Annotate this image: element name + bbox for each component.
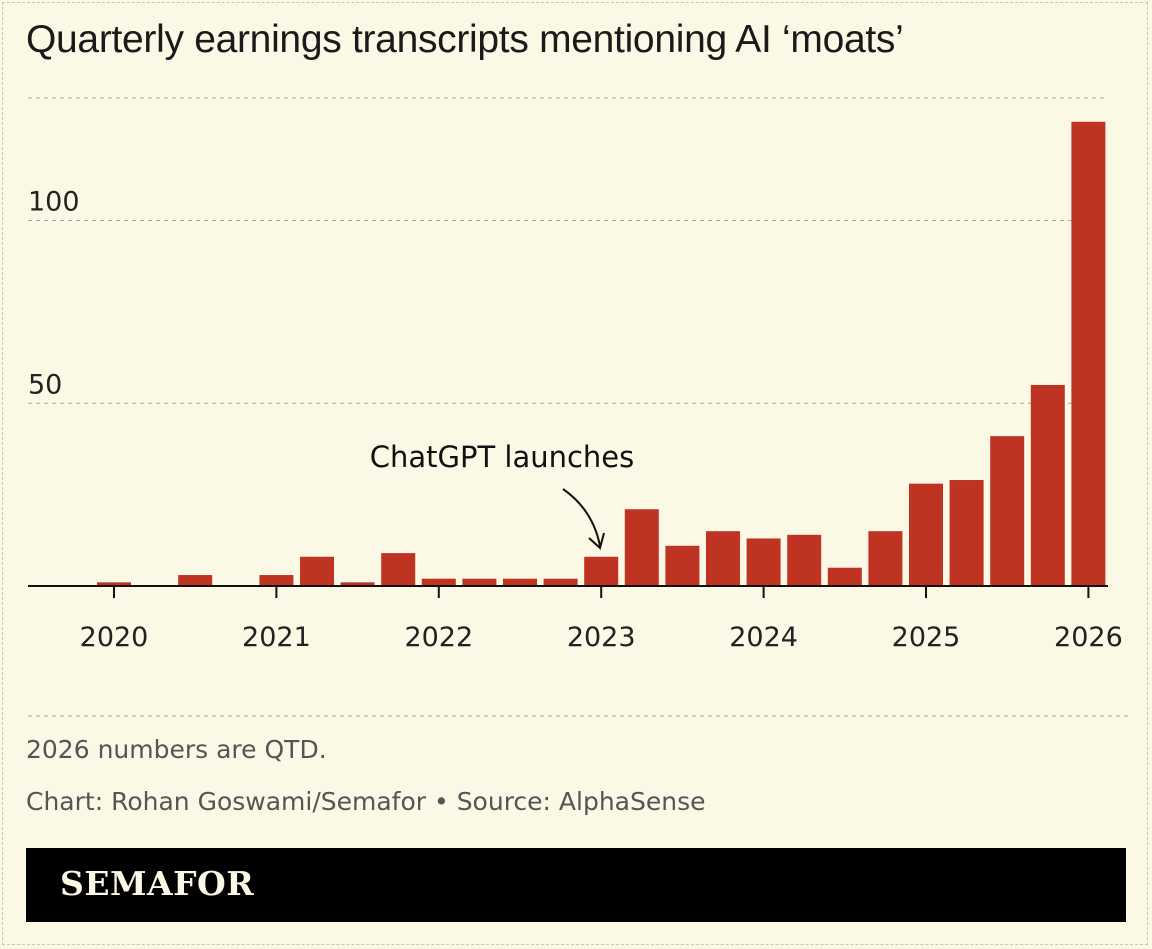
bar-2021-Q4 bbox=[381, 553, 416, 586]
x-tick-label: 2021 bbox=[242, 622, 311, 653]
y-tick-label: 100 bbox=[28, 187, 80, 218]
bar-2024-Q1 bbox=[746, 538, 781, 586]
bar-2021-Q1 bbox=[259, 575, 294, 586]
bar-2022-Q3 bbox=[503, 578, 537, 586]
bar-2021-Q2 bbox=[300, 556, 334, 586]
bar-2022-Q4 bbox=[543, 578, 578, 586]
bar-2023-Q4 bbox=[706, 531, 740, 586]
bar-2020-Q1 bbox=[97, 582, 131, 586]
bar-2023-Q1 bbox=[584, 556, 619, 586]
bar-2021-Q3 bbox=[340, 582, 375, 586]
bar-2023-Q3 bbox=[665, 545, 700, 586]
x-tick-label: 2020 bbox=[80, 622, 149, 653]
bar-2020-Q3 bbox=[178, 575, 213, 586]
annotation-label: ChatGPT launches bbox=[370, 440, 635, 474]
credit-line: Chart: Rohan Goswami/Semafor • Source: A… bbox=[26, 787, 706, 816]
x-tick-label: 2023 bbox=[567, 622, 636, 653]
bar-2024-Q2 bbox=[787, 534, 822, 586]
bar-2022-Q2 bbox=[462, 578, 497, 586]
x-tick-label: 2024 bbox=[729, 622, 798, 653]
bar-2025-Q4 bbox=[1030, 384, 1065, 586]
bar-2024-Q3 bbox=[827, 567, 862, 586]
footnote: 2026 numbers are QTD. bbox=[26, 735, 327, 764]
x-tick-label: 2025 bbox=[892, 622, 961, 653]
bar-2025-Q3 bbox=[990, 436, 1025, 586]
bar-2022-Q1 bbox=[421, 578, 456, 586]
bar-2025-Q2 bbox=[949, 480, 984, 586]
chart-title: Quarterly earnings transcripts mentionin… bbox=[26, 18, 904, 61]
x-tick-label: 2026 bbox=[1054, 622, 1123, 653]
annotation-arrowhead bbox=[588, 532, 605, 550]
annotation-arrow bbox=[562, 488, 601, 547]
bar-chart: 50 100 2020 2021 2022 2023 2024 2025 2026 ChatGPT… bbox=[28, 97, 1128, 717]
y-tick-label: 50 bbox=[28, 369, 62, 400]
brand-bar: SEMAFOR bbox=[26, 848, 1126, 922]
x-tick-label: 2022 bbox=[404, 622, 473, 653]
semafor-logo: SEMAFOR bbox=[60, 864, 255, 903]
bar-2025-Q1 bbox=[909, 483, 943, 586]
bar-2023-Q2 bbox=[624, 509, 659, 586]
bar-2024-Q4 bbox=[868, 531, 903, 586]
bar-2026-Q1 bbox=[1071, 121, 1106, 586]
